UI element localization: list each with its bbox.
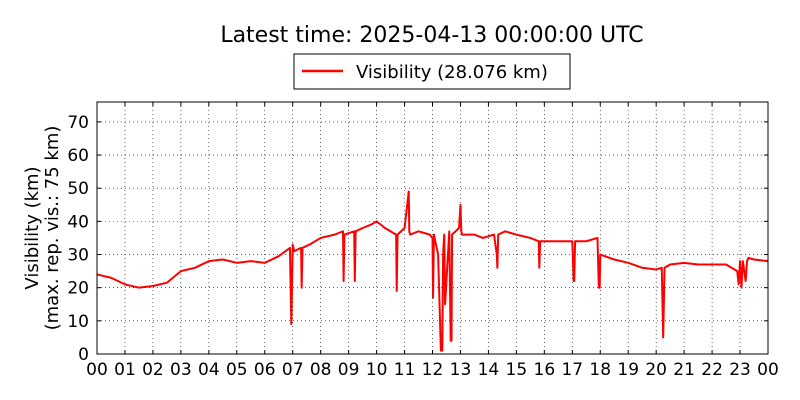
x-tick-label: 00 [757, 360, 779, 380]
x-tick-label: 00 [86, 360, 108, 380]
x-tick-label: 16 [534, 360, 556, 380]
y-tick-label: 10 [67, 312, 89, 332]
tick-labels: 00 01 02 03 04 05 06 07 08 09 10 11 12 13 14 15 16 17 18 19… [67, 113, 778, 380]
x-tick-label: 05 [226, 360, 248, 380]
x-tick-label: 18 [589, 360, 611, 380]
x-tick-label: 17 [561, 360, 583, 380]
plot-frame [96, 101, 769, 355]
y-axis-label-line-2: (max. rep. vis.: 75 km) [42, 126, 63, 331]
x-tick-label: 11 [394, 360, 416, 380]
x-tick-label: 06 [254, 360, 276, 380]
x-tick-label: 07 [282, 360, 304, 380]
y-tick-label: 40 [67, 212, 89, 232]
x-tick-label: 12 [422, 360, 444, 380]
x-tick-label: 08 [310, 360, 332, 380]
y-tick-label: 50 [67, 179, 89, 199]
series-group [96, 190, 769, 352]
x-tick-label: 02 [142, 360, 164, 380]
y-tick-label: 0 [78, 345, 89, 365]
legend-label: Visibility (28.076 km) [356, 62, 548, 83]
chart-title: Latest time: 2025-04-13 00:00:00 UTC [220, 23, 643, 48]
x-tick-label: 15 [506, 360, 528, 380]
y-tick-label: 60 [67, 146, 89, 166]
x-tick-label: 19 [617, 360, 639, 380]
series-line-visibility [96, 190, 769, 352]
x-tick-label: 23 [729, 360, 751, 380]
y-tick-label: 20 [67, 279, 89, 299]
x-tick-label: 10 [366, 360, 388, 380]
x-tick-label: 09 [338, 360, 360, 380]
grid-lines [97, 102, 768, 354]
x-tick-label: 20 [645, 360, 667, 380]
x-tick-label: 03 [170, 360, 192, 380]
x-tick-label: 21 [673, 360, 695, 380]
x-tick-label: 01 [114, 360, 136, 380]
y-axis-label: Visibility (km) (max. rep. vis.: 75 km) [22, 126, 63, 331]
x-tick-label: 22 [701, 360, 723, 380]
x-tick-label: 13 [450, 360, 472, 380]
y-tick-label: 30 [67, 246, 89, 266]
legend: Visibility (28.076 km) [293, 53, 571, 90]
x-tick-label: 14 [478, 360, 500, 380]
y-tick-label: 70 [67, 113, 89, 133]
axis-ticks [96, 102, 769, 355]
y-axis-label-line-1: Visibility (km) [22, 166, 43, 289]
x-tick-label: 04 [198, 360, 220, 380]
